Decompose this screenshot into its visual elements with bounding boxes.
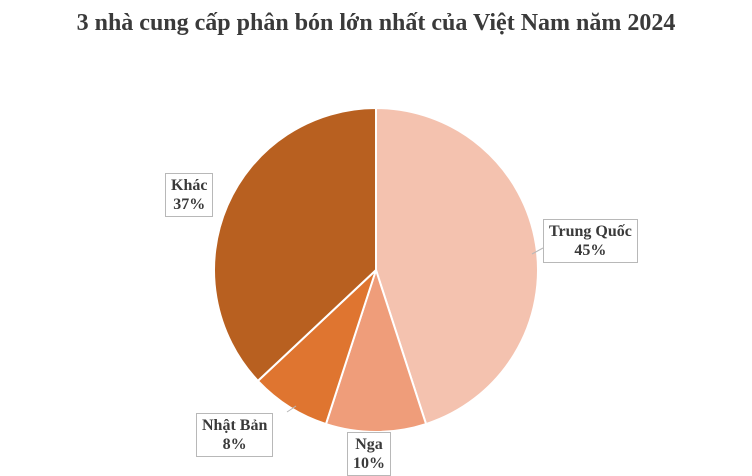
chart-title: 3 nhà cung cấp phân bón lớn nhất của Việ…	[76, 10, 676, 36]
data-label-category: Trung Quốc	[549, 223, 632, 240]
data-label-nhat-ban: Nhật Bản 8%	[196, 413, 274, 457]
pie-slice-trung-quốc	[375, 106, 539, 426]
data-label-category: Nhật Bản	[202, 417, 268, 434]
data-label-category: Nga	[355, 436, 383, 453]
pie-slice-nga	[324, 266, 428, 433]
pie-slice-khác	[213, 106, 377, 383]
data-label-category: Khác	[171, 177, 208, 194]
data-label-nga: Nga 10%	[347, 432, 391, 476]
data-label-value: 8%	[222, 436, 247, 453]
data-label-value: 10%	[353, 455, 385, 472]
data-label-value: 45%	[574, 242, 607, 259]
data-label-trung-quoc: Trung Quốc 45%	[543, 219, 638, 263]
data-label-value: 37%	[173, 196, 206, 213]
data-label-khac: Khác 37%	[165, 173, 214, 217]
leader-line	[531, 247, 544, 255]
leader-line	[286, 405, 297, 413]
